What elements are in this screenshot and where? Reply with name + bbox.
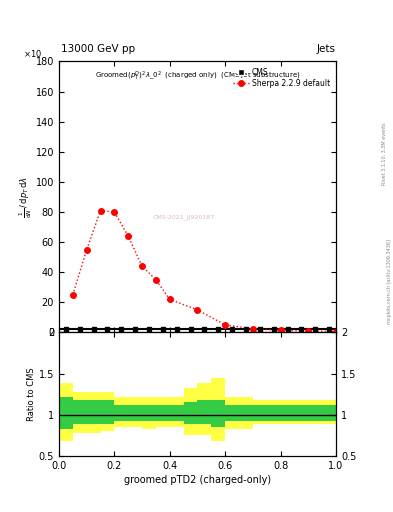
Text: mcplots.cern.ch [arXiv:1306.3436]: mcplots.cern.ch [arXiv:1306.3436] bbox=[387, 239, 391, 324]
Legend: CMS, Sherpa 2.2.9 default: CMS, Sherpa 2.2.9 default bbox=[231, 65, 332, 90]
Text: CMS-2021_JJ920187: CMS-2021_JJ920187 bbox=[152, 215, 215, 220]
Text: Groomed$(p_T^D)^2\lambda\_0^2$  (charged only)  (CMS jet substructure): Groomed$(p_T^D)^2\lambda\_0^2$ (charged … bbox=[95, 70, 300, 83]
Text: $\times10$: $\times10$ bbox=[23, 48, 42, 59]
Y-axis label: $\frac{1}{\mathrm{d}N}\,/\,\mathrm{d}p_T\,\mathrm{d}\lambda$: $\frac{1}{\mathrm{d}N}\,/\,\mathrm{d}p_T… bbox=[18, 176, 34, 218]
Text: Rivet 3.1.10, 3.3M events: Rivet 3.1.10, 3.3M events bbox=[382, 122, 387, 185]
X-axis label: groomed pTD2 (charged-only): groomed pTD2 (charged-only) bbox=[124, 475, 271, 485]
Text: Jets: Jets bbox=[317, 44, 336, 54]
Y-axis label: Ratio to CMS: Ratio to CMS bbox=[27, 367, 36, 421]
Text: 13000 GeV pp: 13000 GeV pp bbox=[61, 44, 135, 54]
